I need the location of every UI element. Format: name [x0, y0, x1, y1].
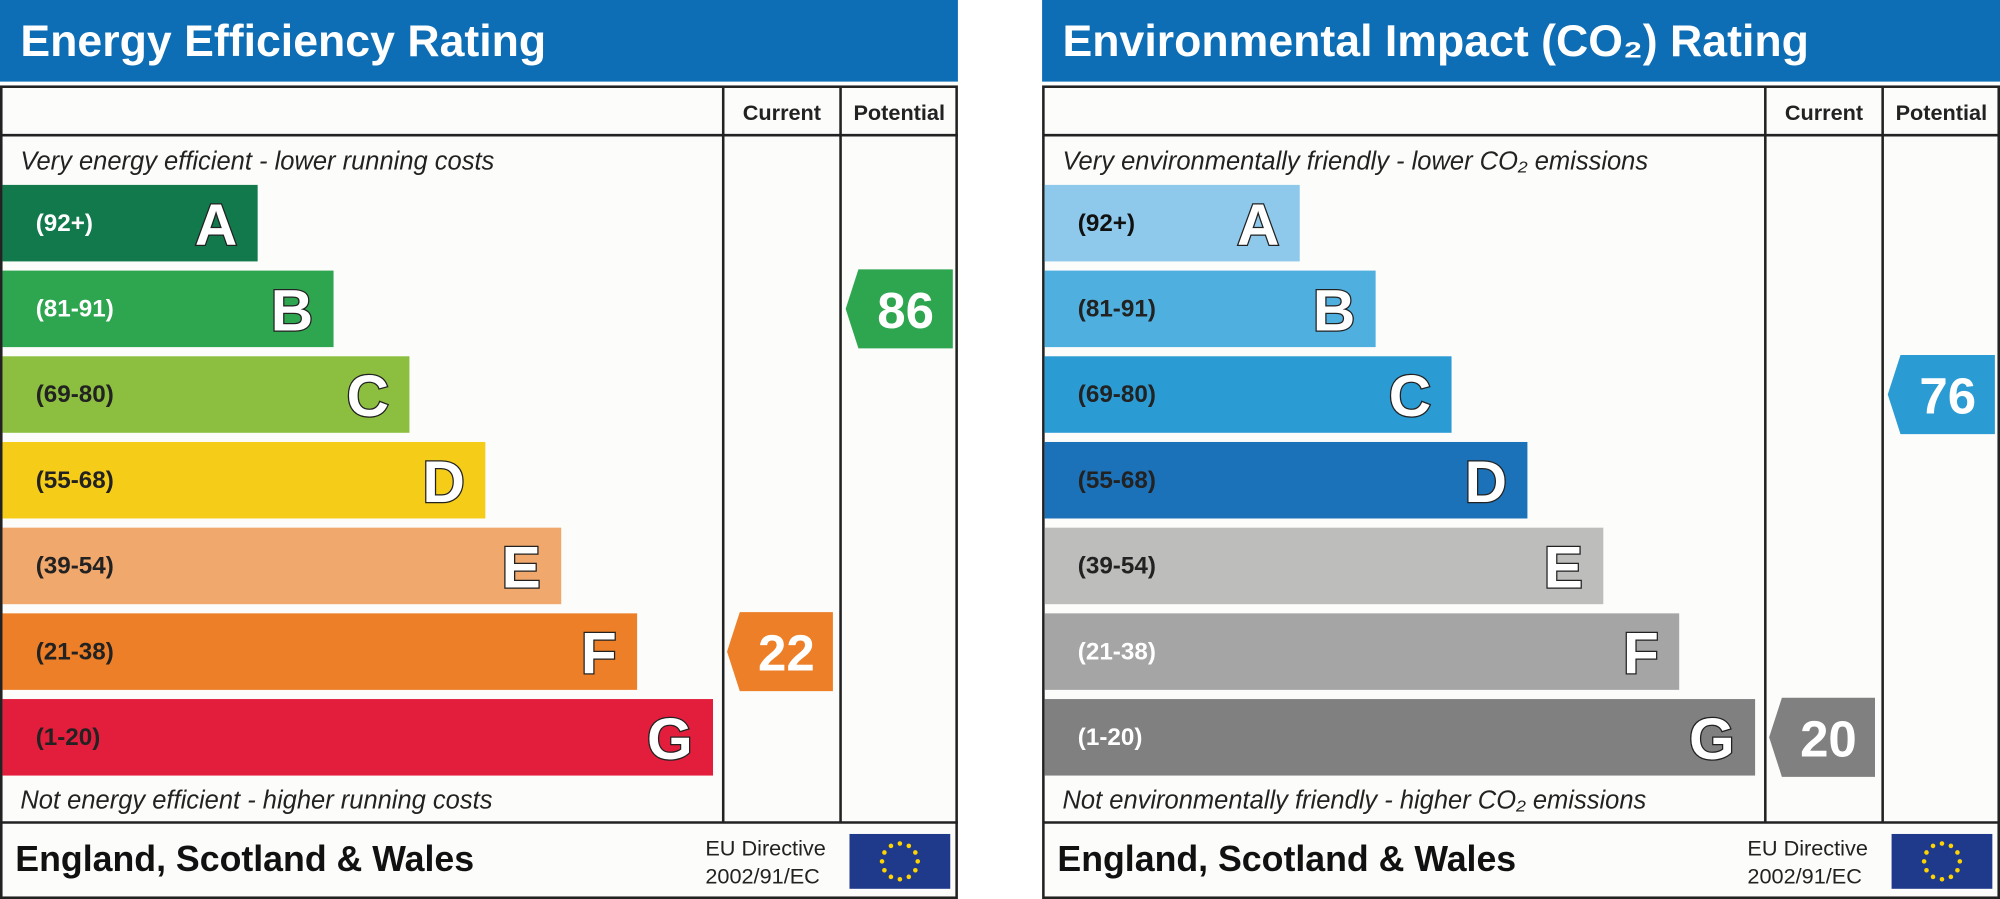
band-letter: C	[1389, 364, 1431, 429]
eu-star	[1921, 859, 1927, 864]
rating-panel: Environmental Impact (CO₂) Rating Current…	[1042, 0, 2000, 899]
rating-band	[2, 356, 410, 433]
rating-band	[2, 270, 334, 348]
bottom-note: Not environmentally friendly - higher CO…	[1063, 786, 1647, 814]
band-letter: B	[271, 279, 313, 344]
eu-star	[1957, 859, 1963, 864]
bottom-note: Not energy efficient - higher running co…	[20, 786, 492, 814]
eu-star	[1930, 843, 1936, 849]
rating-band	[1044, 699, 1756, 776]
footer-code: 2002/91/EC	[705, 864, 819, 889]
band-letter: G	[1689, 707, 1735, 772]
band-letter: A	[1237, 193, 1279, 258]
top-note: Very environmentally friendly - lower CO…	[1063, 148, 1649, 176]
eu-star	[882, 868, 887, 873]
footer-directive: EU Directive	[705, 836, 825, 861]
band-range: (21-38)	[1078, 638, 1156, 665]
rating-band	[1044, 441, 1528, 519]
rating-band	[1044, 270, 1376, 348]
rating-band	[2, 184, 258, 262]
rating-panel: Energy Efficiency Rating Current Potential…	[0, 0, 958, 899]
rating-band	[2, 441, 486, 519]
band-letter: A	[195, 193, 237, 258]
eu-star	[1948, 843, 1954, 849]
band-letter: C	[347, 364, 389, 429]
eu-star	[913, 850, 918, 855]
footer-directive: EU Directive	[1747, 836, 1867, 861]
eu-star	[1924, 850, 1929, 855]
eu-star	[888, 874, 894, 880]
band-letter: D	[1465, 450, 1507, 515]
footer-region: England, Scotland & Wales	[1057, 839, 1516, 879]
band-letter: E	[502, 536, 541, 601]
top-note: Very energy efficient - lower running co…	[20, 148, 494, 176]
rating-value: 76	[1919, 368, 1976, 425]
rating-arrow	[1769, 697, 1875, 777]
band-range: (39-54)	[36, 553, 114, 580]
eu-star	[1939, 841, 1945, 846]
eu-star	[1939, 876, 1945, 882]
eu-star	[879, 859, 885, 864]
band-letter: E	[1544, 536, 1583, 601]
band-range: (39-54)	[1078, 553, 1156, 580]
rating-arrow	[845, 269, 953, 349]
rating-arrow	[727, 612, 833, 692]
column-header: Current	[743, 100, 821, 125]
eu-star	[906, 843, 912, 849]
eu-star	[1955, 850, 1960, 855]
band-range: (69-80)	[36, 381, 114, 408]
eu-star	[1930, 874, 1936, 880]
rating-band	[1044, 613, 1680, 690]
band-range: (81-91)	[36, 296, 114, 323]
column-header: Current	[1785, 100, 1863, 125]
eu-star	[897, 876, 903, 882]
column-header: Potential	[1896, 100, 1988, 125]
band-range: (92+)	[36, 210, 93, 237]
rating-arrow	[1887, 355, 1995, 435]
eu-star	[1948, 874, 1954, 880]
column-header: Potential	[853, 100, 945, 125]
footer-region: England, Scotland & Wales	[15, 839, 474, 879]
panel-title: Energy Efficiency Rating	[20, 17, 546, 66]
rating-value: 86	[877, 282, 934, 339]
rating-band	[1044, 527, 1604, 605]
eu-star	[1924, 868, 1929, 873]
rating-value: 20	[1800, 710, 1857, 767]
band-range: (92+)	[1078, 210, 1135, 237]
rating-band	[2, 613, 638, 690]
rating-value: 22	[758, 625, 815, 682]
band-range: (81-91)	[1078, 296, 1156, 323]
band-letter: F	[581, 621, 617, 686]
rating-band	[2, 527, 562, 605]
eu-star	[882, 850, 887, 855]
band-letter: D	[423, 450, 465, 515]
rating-band	[1044, 184, 1300, 262]
band-letter: F	[1623, 621, 1659, 686]
eu-star	[897, 841, 903, 846]
eu-star	[915, 859, 921, 864]
eu-star	[888, 843, 894, 849]
band-range: (21-38)	[36, 638, 114, 665]
band-range: (1-20)	[36, 724, 101, 751]
band-range: (55-68)	[1078, 467, 1156, 494]
band-range: (55-68)	[36, 467, 114, 494]
header-bar	[1042, 0, 2000, 82]
eu-star	[906, 874, 912, 880]
band-letter: B	[1313, 279, 1355, 344]
band-range: (1-20)	[1078, 724, 1143, 751]
eu-star	[1955, 868, 1960, 873]
header-bar	[0, 0, 958, 82]
rating-band	[1044, 356, 1452, 433]
eu-star	[913, 868, 918, 873]
footer-code: 2002/91/EC	[1747, 864, 1861, 889]
panel-title: Environmental Impact (CO₂) Rating	[1063, 17, 1809, 66]
band-letter: G	[647, 707, 693, 772]
rating-band	[2, 699, 714, 776]
band-range: (69-80)	[1078, 381, 1156, 408]
